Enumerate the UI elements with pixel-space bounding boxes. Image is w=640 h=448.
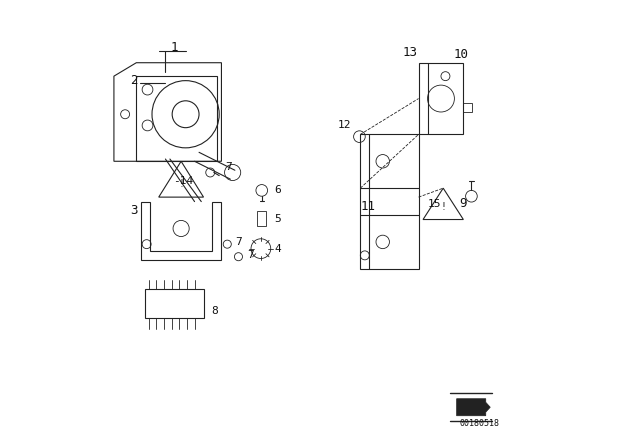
Text: !: ! — [179, 179, 183, 189]
Text: 6: 6 — [274, 185, 281, 195]
Bar — [257, 211, 266, 226]
Text: !: ! — [441, 202, 445, 212]
Text: 7: 7 — [247, 250, 254, 260]
Bar — [463, 103, 472, 112]
Text: 10: 10 — [454, 48, 468, 61]
Text: 1: 1 — [171, 40, 178, 54]
Text: 9: 9 — [460, 197, 467, 211]
Text: 4: 4 — [274, 244, 281, 254]
Text: 5: 5 — [274, 214, 281, 224]
Text: 7: 7 — [235, 237, 242, 247]
Text: 00180518: 00180518 — [459, 419, 499, 428]
Text: 13: 13 — [402, 46, 417, 60]
Text: 12: 12 — [338, 121, 351, 130]
Text: 7: 7 — [225, 162, 232, 172]
Text: 8: 8 — [211, 306, 218, 316]
Polygon shape — [457, 399, 490, 416]
Text: 2: 2 — [131, 74, 138, 87]
Bar — [145, 289, 204, 318]
Text: 11: 11 — [360, 199, 376, 213]
Text: 15: 15 — [428, 199, 441, 209]
Text: -14: -14 — [173, 176, 193, 186]
Text: 3: 3 — [131, 204, 138, 217]
